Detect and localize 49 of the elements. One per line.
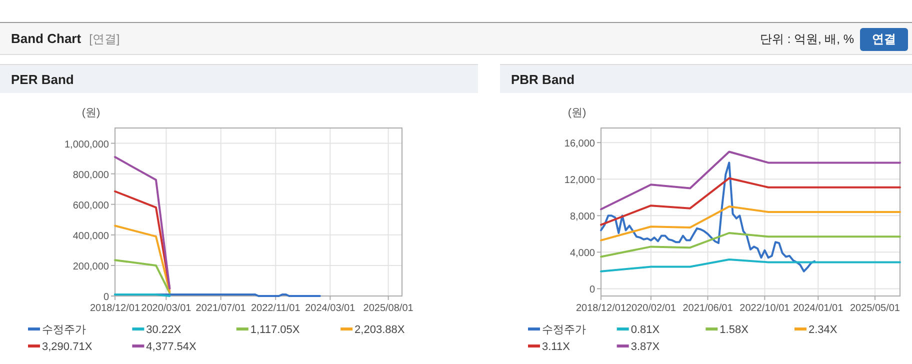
line-series: [600, 206, 901, 242]
legend-label: 수정주가: [542, 324, 586, 336]
text: Band Chart: [11, 31, 82, 46]
x-tick-label: 2020/03/01: [141, 303, 192, 314]
y-axis-title: (원): [82, 107, 100, 119]
y-tick-label: 8,000: [570, 212, 596, 223]
legend-label: 0.81X: [630, 324, 660, 336]
y-tick-label: 4,000: [570, 248, 596, 260]
legend-label: 4,377.54X: [146, 341, 198, 353]
y-tick-label: 0: [103, 292, 110, 303]
y-tick-label: 1,000,000: [64, 139, 110, 150]
legend-label: 1.58X: [720, 324, 750, 336]
y-axis-title: (원): [568, 107, 586, 119]
line-series: [600, 177, 901, 226]
legend-label: 3.11X: [542, 341, 571, 353]
y-tick-label: 400,000: [72, 230, 110, 242]
y-tick-label: 600,000: [72, 200, 110, 212]
y-tick-label: 12,000: [564, 175, 596, 186]
legend-label: 1,117.05X: [250, 324, 300, 336]
legend-label: 3.87X: [630, 341, 660, 353]
legend-label: 수정주가: [42, 324, 86, 336]
line-series: [600, 232, 901, 258]
y-tick-label: 200,000: [72, 261, 110, 272]
y-tick-label: 0: [589, 284, 596, 296]
x-tick-label: 2018/12/01: [90, 303, 140, 314]
x-tick-label: 2024/01/01: [793, 303, 844, 314]
line-series: [600, 150, 901, 210]
legend-label: 3,290.71X: [42, 341, 93, 353]
chart-title: PER Band: [0, 64, 478, 93]
legend-label: 30.22X: [146, 324, 182, 336]
x-tick-label: 2022/11/01: [250, 303, 301, 314]
x-tick-label: 2025/08/01: [363, 303, 414, 314]
line-series: [600, 258, 901, 272]
y-tick-label: 800,000: [72, 170, 110, 181]
text: 단위 : 억원, 배, %: [760, 31, 854, 48]
x-tick-label: 2021/06/01: [682, 303, 734, 314]
x-tick-label: 2018/12/01: [576, 303, 626, 314]
y-tick-label: 16,000: [564, 138, 596, 150]
line-series: [600, 162, 816, 272]
x-tick-label: 2022/10/01: [740, 303, 790, 314]
legend-label: 2,203.88X: [354, 324, 406, 336]
x-tick-label: 2024/03/01: [305, 303, 356, 314]
text: 연결: [860, 28, 908, 51]
x-tick-label: 2025/05/01: [850, 303, 900, 314]
legend-label: 2.34X: [808, 324, 838, 336]
x-tick-label: 2020/02/01: [626, 303, 676, 314]
chart-title: PBR Band: [500, 64, 912, 93]
x-tick-label: 2021/07/01: [196, 303, 246, 314]
text: [연결]: [89, 32, 120, 46]
